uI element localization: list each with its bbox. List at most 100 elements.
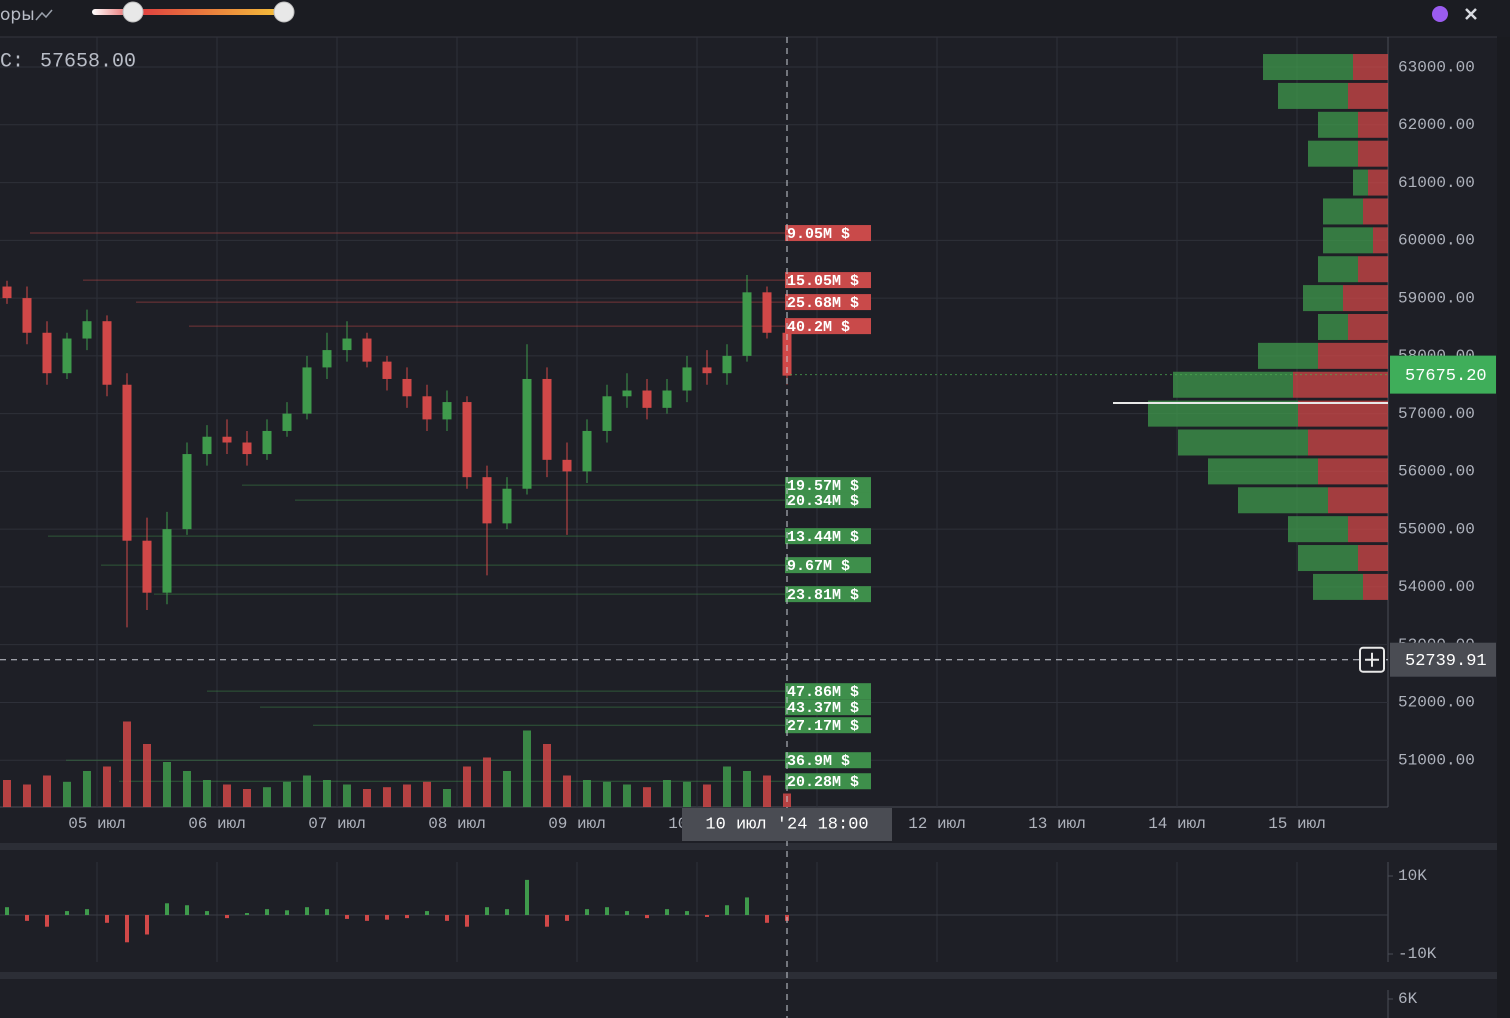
chart-icon[interactable] bbox=[35, 9, 53, 21]
candle-body bbox=[122, 384, 132, 541]
y-tick-label: 6K bbox=[1398, 990, 1418, 1008]
profile-buy bbox=[1318, 313, 1348, 340]
order-label: 20.28M $ bbox=[787, 774, 859, 791]
delta-bar bbox=[565, 914, 569, 921]
delta-bar bbox=[685, 911, 689, 915]
add-level-icon bbox=[1365, 652, 1379, 667]
candle-body bbox=[302, 367, 312, 414]
x-tick-label: 14 июл bbox=[1148, 815, 1206, 833]
profile-buy bbox=[1298, 545, 1358, 572]
order-label: 40.2M $ bbox=[787, 319, 850, 336]
candle-body bbox=[342, 338, 352, 351]
delta-bar bbox=[65, 911, 69, 915]
candle-body bbox=[622, 390, 632, 397]
candle-body bbox=[142, 540, 152, 593]
y-tick-label: 10K bbox=[1398, 867, 1427, 885]
order-badge bbox=[785, 773, 871, 790]
volume-bar bbox=[183, 771, 191, 807]
delta-bar bbox=[285, 910, 289, 915]
profile-sell bbox=[1348, 82, 1388, 109]
profile-sell bbox=[1358, 111, 1388, 138]
candle-body bbox=[642, 390, 652, 408]
profile-buy bbox=[1178, 429, 1308, 456]
profile-sell bbox=[1358, 140, 1388, 167]
candle-body bbox=[322, 350, 332, 368]
profile-sell bbox=[1308, 429, 1388, 456]
volume-bar bbox=[763, 775, 771, 807]
y-tick-label: 54000.00 bbox=[1398, 578, 1475, 596]
candle-body bbox=[462, 402, 472, 478]
delta-bar bbox=[665, 909, 669, 915]
x-tick-label: 06 июл bbox=[188, 815, 246, 833]
volume-bar bbox=[603, 781, 611, 807]
order-badge bbox=[785, 586, 871, 603]
volume-bar bbox=[103, 766, 111, 807]
profile-buy bbox=[1313, 573, 1363, 600]
panel-separator bbox=[0, 843, 1497, 850]
order-badge bbox=[785, 528, 871, 545]
close-button[interactable] bbox=[1465, 8, 1477, 20]
profile-buy bbox=[1238, 487, 1328, 514]
delta-bar bbox=[225, 914, 229, 919]
crosshair-y-label: 52739.91 bbox=[1405, 652, 1487, 671]
candle-body bbox=[162, 529, 172, 593]
profile-buy bbox=[1173, 371, 1293, 398]
candle-body bbox=[202, 436, 212, 455]
delta-bar bbox=[505, 909, 509, 915]
slider-knob[interactable] bbox=[273, 1, 295, 23]
delta-bar bbox=[385, 914, 389, 920]
x-tick-label: 08 июл bbox=[428, 815, 486, 833]
candle-body bbox=[102, 321, 112, 385]
profile-buy bbox=[1323, 227, 1373, 254]
candle-body bbox=[62, 338, 72, 374]
candle-body bbox=[522, 378, 532, 489]
profile-sell bbox=[1358, 545, 1388, 572]
delta-bar bbox=[525, 879, 529, 915]
order-badge bbox=[785, 683, 871, 700]
profile-sell bbox=[1328, 487, 1388, 514]
order-label: 9.05M $ bbox=[787, 226, 850, 243]
profile-buy bbox=[1278, 82, 1348, 109]
y-tick-label: 59000.00 bbox=[1398, 289, 1475, 307]
x-tick-label: 09 июл bbox=[548, 815, 606, 833]
profile-buy bbox=[1258, 342, 1318, 369]
slider-knob[interactable] bbox=[122, 1, 144, 23]
y-tick-label: 52000.00 bbox=[1398, 694, 1475, 712]
delta-bar bbox=[265, 909, 269, 915]
delta-bar bbox=[165, 903, 169, 915]
volume-bar bbox=[123, 721, 131, 807]
add-level-button[interactable] bbox=[1359, 646, 1385, 673]
y-tick-label: 60000.00 bbox=[1398, 232, 1475, 250]
order-label: 9.67M $ bbox=[787, 558, 850, 575]
candle-body bbox=[242, 442, 252, 455]
color-dot[interactable] bbox=[1432, 6, 1448, 22]
profile-buy bbox=[1318, 111, 1358, 138]
delta-bar bbox=[645, 914, 649, 919]
order-badge bbox=[785, 752, 871, 769]
volume-bar bbox=[143, 744, 151, 807]
volume-bar bbox=[583, 780, 591, 807]
candle-body bbox=[662, 390, 672, 408]
profile-sell bbox=[1348, 313, 1388, 340]
candle-body bbox=[782, 332, 792, 376]
candle-body bbox=[582, 430, 592, 472]
candle-body bbox=[762, 292, 772, 333]
profile-sell bbox=[1368, 169, 1388, 196]
y-tick-label: -10K bbox=[1398, 945, 1437, 963]
toolbar-title[interactable]: оры bbox=[0, 5, 35, 25]
delta-bar bbox=[545, 914, 549, 927]
panel-separator bbox=[0, 972, 1497, 979]
slider-track[interactable] bbox=[92, 9, 284, 15]
volume-bar bbox=[403, 784, 411, 807]
candle-body bbox=[682, 367, 692, 391]
profile-sell bbox=[1343, 285, 1388, 312]
delta-bar bbox=[45, 914, 49, 927]
profile-buy bbox=[1318, 256, 1358, 283]
delta-bar bbox=[125, 914, 129, 943]
order-label: 36.9M $ bbox=[787, 753, 850, 770]
candle-body bbox=[742, 292, 752, 356]
volume-bar bbox=[363, 789, 371, 807]
order-badge bbox=[785, 477, 871, 494]
